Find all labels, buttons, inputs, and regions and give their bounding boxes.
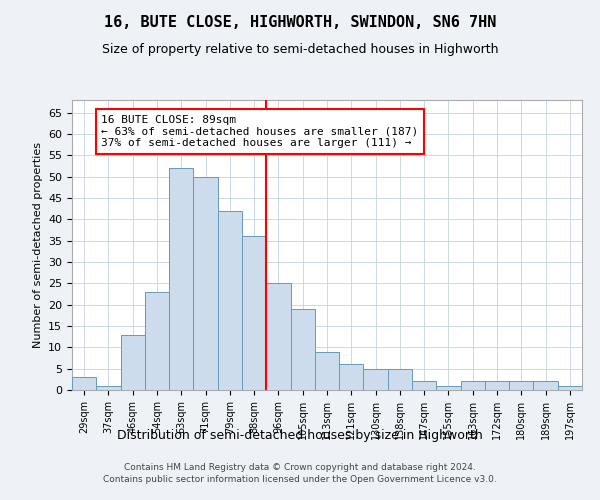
Y-axis label: Number of semi-detached properties: Number of semi-detached properties [32, 142, 43, 348]
Bar [364, 368, 388, 390]
Bar [193, 177, 218, 390]
Text: Size of property relative to semi-detached houses in Highworth: Size of property relative to semi-detach… [102, 42, 498, 56]
Bar [436, 386, 461, 390]
Bar [242, 236, 266, 390]
Bar [485, 382, 509, 390]
Bar [339, 364, 364, 390]
Bar [388, 368, 412, 390]
Bar [72, 377, 96, 390]
Bar [290, 309, 315, 390]
Bar [558, 386, 582, 390]
Bar [315, 352, 339, 390]
Bar [121, 334, 145, 390]
Bar [533, 382, 558, 390]
Bar [145, 292, 169, 390]
Bar [412, 382, 436, 390]
Bar [509, 382, 533, 390]
Text: Distribution of semi-detached houses by size in Highworth: Distribution of semi-detached houses by … [117, 428, 483, 442]
Bar [461, 382, 485, 390]
Bar [218, 211, 242, 390]
Text: Contains public sector information licensed under the Open Government Licence v3: Contains public sector information licen… [103, 475, 497, 484]
Bar [266, 284, 290, 390]
Bar [96, 386, 121, 390]
Text: 16 BUTE CLOSE: 89sqm
← 63% of semi-detached houses are smaller (187)
37% of semi: 16 BUTE CLOSE: 89sqm ← 63% of semi-detac… [101, 115, 418, 148]
Text: Contains HM Land Registry data © Crown copyright and database right 2024.: Contains HM Land Registry data © Crown c… [124, 464, 476, 472]
Bar [169, 168, 193, 390]
Text: 16, BUTE CLOSE, HIGHWORTH, SWINDON, SN6 7HN: 16, BUTE CLOSE, HIGHWORTH, SWINDON, SN6 … [104, 15, 496, 30]
